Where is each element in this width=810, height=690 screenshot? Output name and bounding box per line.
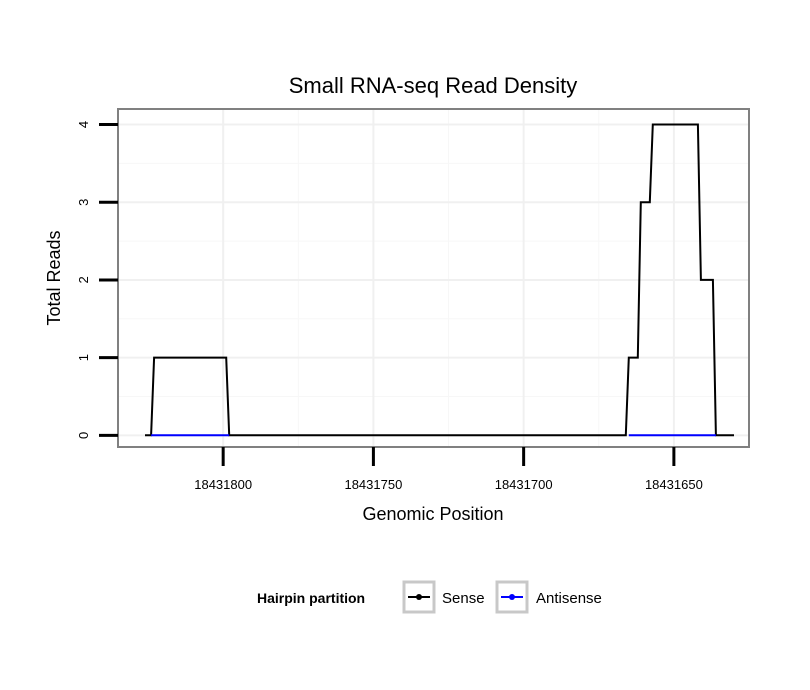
x-tick-label: 18431800 [194,477,252,492]
y-axis-title: Total Reads [44,230,64,325]
plot-border [117,108,750,448]
legend-point-sense [416,594,422,600]
y-tick-label: 1 [76,354,91,361]
y-tick-label: 0 [76,432,91,439]
legend-point-antisense [509,594,515,600]
x-tick-label: 18431700 [495,477,553,492]
legend: Hairpin partition Sense Antisense [257,580,602,614]
y-tick-label: 3 [76,199,91,206]
series-layer [145,123,734,437]
y-axis: 0 1 2 3 4 [76,121,118,439]
legend-label-sense: Sense [442,590,485,607]
x-tick-label: 18431650 [645,477,703,492]
chart-title: Small RNA-seq Read Density [289,73,578,98]
x-axis: 18431800 18431750 18431700 18431650 [194,447,703,492]
series-line-sense [145,123,734,437]
legend-label-antisense: Antisense [536,590,602,607]
y-tick-label: 2 [76,276,91,283]
x-axis-title: Genomic Position [362,504,503,524]
legend-title: Hairpin partition [257,590,365,606]
y-tick-label: 4 [76,121,91,128]
grid-lines [118,109,749,447]
x-tick-label: 18431750 [344,477,402,492]
